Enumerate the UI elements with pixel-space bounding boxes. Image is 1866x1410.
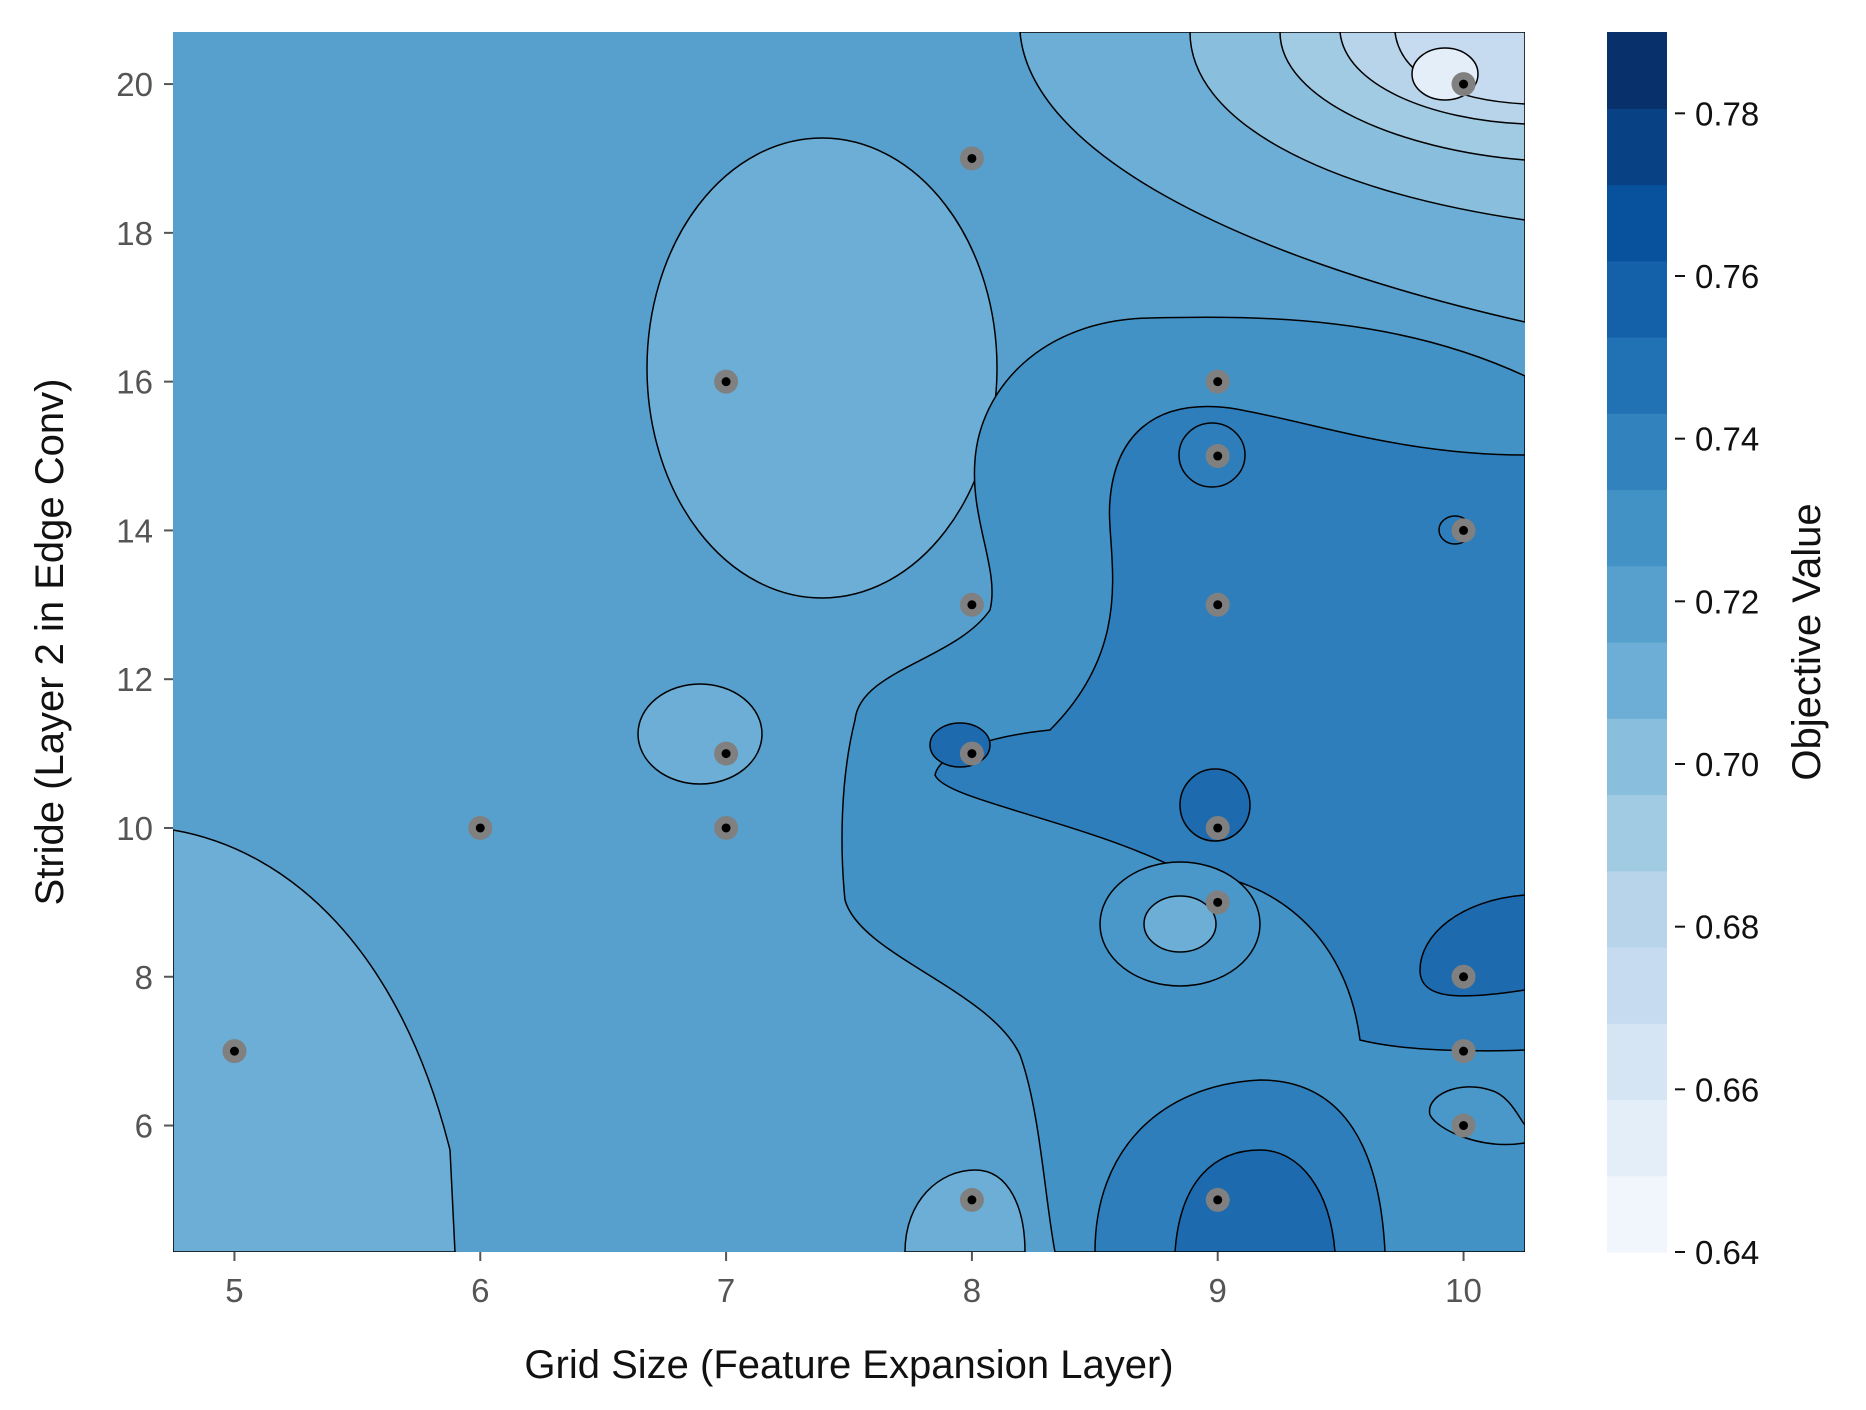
- y-tick-label: 18: [116, 215, 153, 252]
- colorbar-segment: [1607, 260, 1667, 338]
- trial-point: [959, 146, 984, 171]
- plot-area: [173, 32, 1525, 1252]
- trial-point-center: [1459, 79, 1469, 89]
- contour-region-9-10: [1179, 768, 1251, 842]
- contour-region-7-11: [637, 683, 763, 785]
- trial-point: [1205, 444, 1230, 469]
- x-axis: 5 6 7 8 9 10: [225, 1252, 1482, 1309]
- trial-point: [1451, 72, 1476, 97]
- trial-point-center: [1213, 1195, 1223, 1205]
- colorbar: 0.64 0.66 0.68 0.70 0.72 0.74 0.76 0.78: [1607, 32, 1759, 1271]
- trial-points: [222, 72, 1476, 1212]
- trial-point-center: [967, 749, 977, 759]
- colorbar-segment: [1607, 565, 1667, 643]
- trial-point: [714, 815, 739, 840]
- trial-point: [1205, 815, 1230, 840]
- trial-point: [468, 815, 493, 840]
- colorbar-segment: [1607, 642, 1667, 719]
- colorbar-tick-label: 0.68: [1695, 909, 1759, 946]
- x-tick-label: 8: [963, 1272, 981, 1309]
- y-tick-label: 20: [116, 66, 153, 103]
- y-tick-label: 16: [116, 364, 153, 401]
- colorbar-segment: [1607, 718, 1667, 796]
- trial-point: [1451, 518, 1476, 543]
- contour-region-7-16: [646, 137, 998, 599]
- trial-point: [959, 1187, 984, 1212]
- colorbar-segment: [1607, 1175, 1667, 1253]
- trial-point-center: [1459, 525, 1469, 535]
- x-axis-title: Grid Size (Feature Expansion Layer): [524, 1343, 1173, 1387]
- trial-point-center: [475, 823, 485, 833]
- trial-point: [222, 1039, 247, 1064]
- colorbar-segment: [1607, 1099, 1667, 1177]
- x-tick-label: 5: [225, 1272, 243, 1309]
- colorbar-segment: [1607, 794, 1667, 872]
- colorbar-segment: [1607, 108, 1667, 186]
- trial-point: [714, 741, 739, 766]
- colorbar-segment: [1607, 337, 1667, 414]
- trial-point-center: [721, 377, 731, 387]
- contour-region-right-dark: [1419, 894, 1525, 997]
- trial-point-center: [1459, 1121, 1469, 1131]
- colorbar-tick-label: 0.70: [1695, 746, 1759, 783]
- colorbar-segment: [1607, 184, 1667, 262]
- y-axis-title: Stride (Layer 2 in Edge Conv): [28, 379, 72, 906]
- y-tick-label: 10: [116, 810, 153, 847]
- y-tick-label: 8: [135, 959, 153, 996]
- trial-point-center: [1459, 1046, 1469, 1056]
- trial-point: [1205, 890, 1230, 915]
- trial-point-center: [1213, 451, 1223, 461]
- trial-point-center: [721, 823, 731, 833]
- contour-region-bottom-darker: [1174, 1149, 1336, 1252]
- contour-region-bottom-left: [173, 829, 456, 1252]
- trial-point-center: [721, 749, 731, 759]
- trial-point: [1451, 1113, 1476, 1138]
- colorbar-segment: [1607, 413, 1667, 491]
- colorbar-segment: [1607, 947, 1667, 1024]
- trial-point-center: [967, 600, 977, 610]
- contour-region-8-5: [904, 1169, 1026, 1252]
- trial-point-center: [1213, 823, 1223, 833]
- colorbar-tick-label: 0.78: [1695, 95, 1759, 132]
- trial-point: [714, 369, 739, 394]
- trial-point: [1451, 964, 1476, 989]
- trial-point: [1205, 1187, 1230, 1212]
- trial-point: [1205, 592, 1230, 617]
- trial-point-center: [967, 1195, 977, 1205]
- y-tick-label: 12: [116, 661, 153, 698]
- y-tick-label: 14: [116, 512, 153, 549]
- colorbar-segment: [1607, 32, 1667, 109]
- y-axis: 6 8 10 12 14 16 18 20: [116, 66, 173, 1145]
- x-tick-label: 6: [471, 1272, 489, 1309]
- trial-point-center: [1213, 377, 1223, 387]
- colorbar-tick-label: 0.74: [1695, 421, 1759, 458]
- x-tick-label: 7: [717, 1272, 735, 1309]
- trial-point-center: [229, 1046, 239, 1056]
- trial-point: [1205, 369, 1230, 394]
- colorbar-title: Objective Value: [1785, 503, 1829, 780]
- colorbar-segment: [1607, 489, 1667, 567]
- colorbar-tick-label: 0.64: [1695, 1234, 1759, 1271]
- trial-point-center: [1459, 972, 1469, 982]
- colorbar-tick-label: 0.72: [1695, 583, 1759, 620]
- colorbar-tick-label: 0.66: [1695, 1071, 1759, 1108]
- y-tick-label: 6: [135, 1108, 153, 1145]
- trial-point-center: [967, 153, 977, 163]
- x-tick-label: 10: [1445, 1272, 1482, 1309]
- trial-point: [959, 592, 984, 617]
- trial-point-center: [1213, 897, 1223, 907]
- contour-region-9-9-inner: [1143, 895, 1217, 953]
- x-tick-label: 9: [1209, 1272, 1227, 1309]
- trial-point: [1451, 1039, 1476, 1064]
- trial-point: [959, 741, 984, 766]
- colorbar-tick-label: 0.76: [1695, 258, 1759, 295]
- colorbar-segment: [1607, 870, 1667, 948]
- colorbar-segment: [1607, 1023, 1667, 1101]
- trial-point-center: [1213, 600, 1223, 610]
